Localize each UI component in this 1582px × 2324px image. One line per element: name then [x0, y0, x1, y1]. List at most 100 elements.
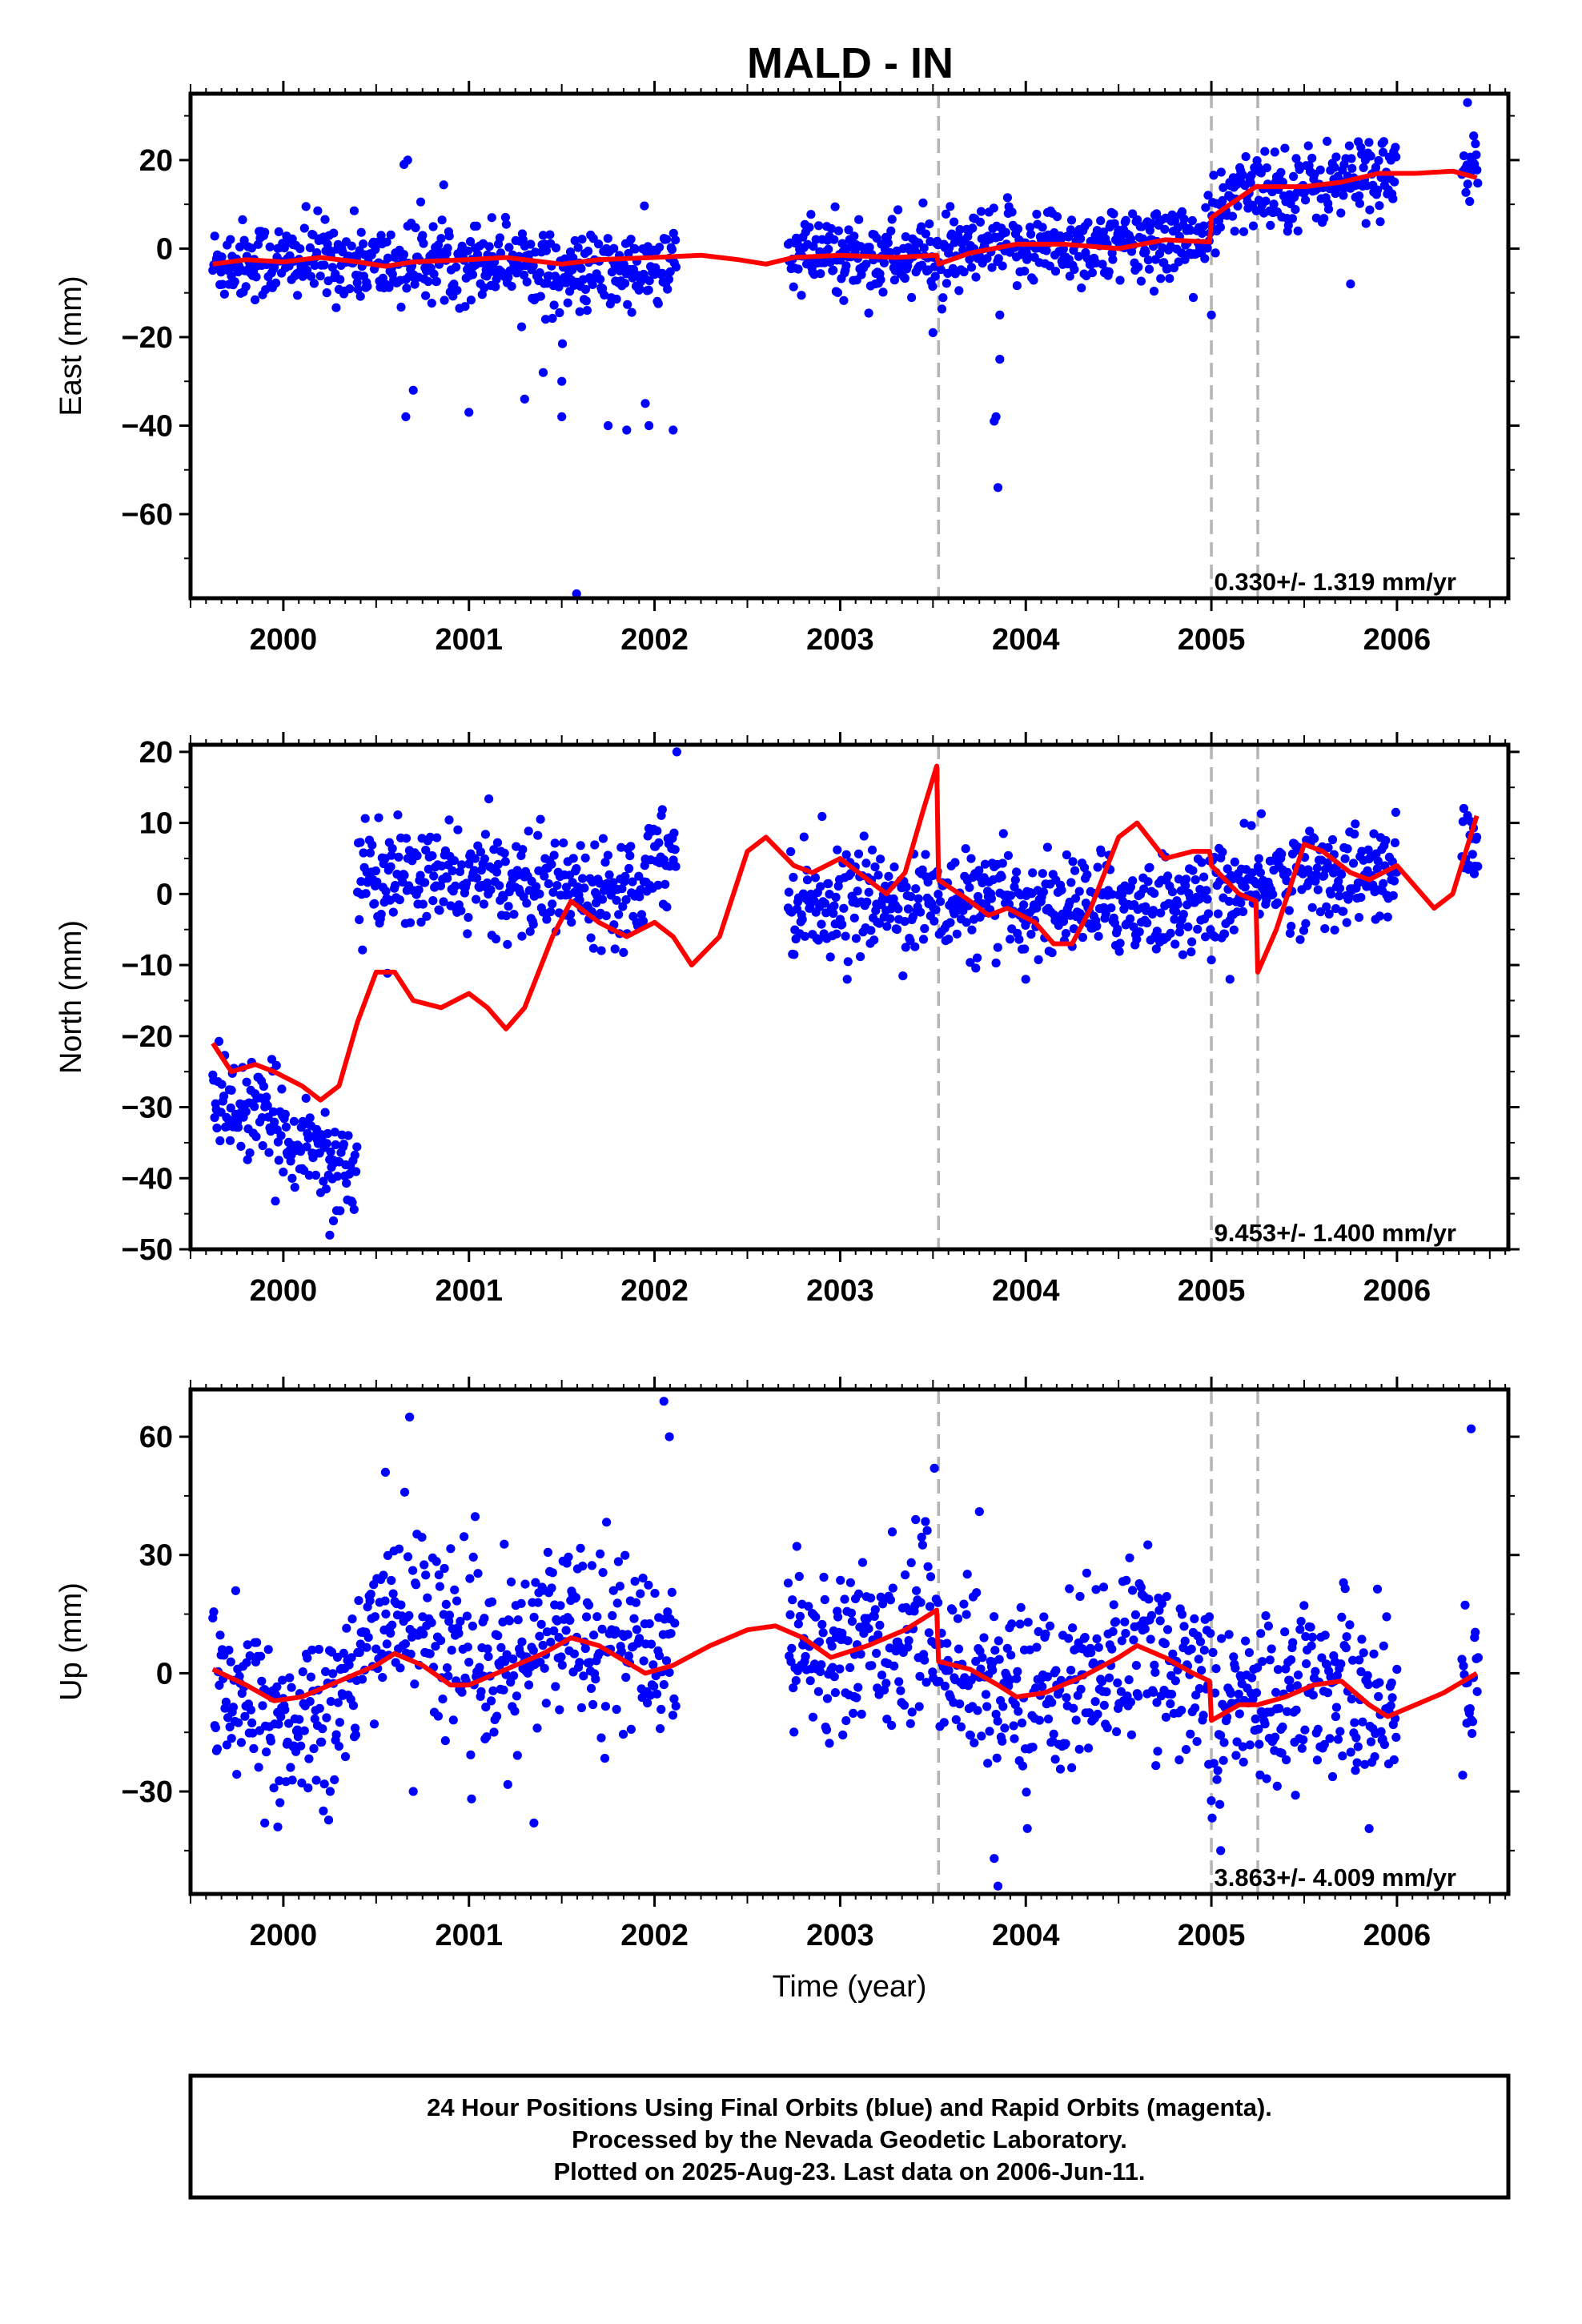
- data-point: [287, 1683, 296, 1692]
- data-point: [1143, 877, 1153, 887]
- data-point: [266, 1736, 275, 1746]
- outlier-point: [273, 1822, 283, 1831]
- data-point: [975, 217, 985, 227]
- data-point: [257, 1676, 267, 1686]
- data-point: [1148, 906, 1158, 915]
- data-point: [1069, 1703, 1078, 1713]
- data-point: [1083, 218, 1093, 227]
- data-point: [571, 1593, 581, 1602]
- data-point: [1078, 932, 1087, 943]
- data-point: [616, 842, 626, 852]
- data-point: [1353, 1742, 1363, 1751]
- data-point: [520, 1579, 530, 1589]
- data-point: [1199, 1646, 1209, 1655]
- data-point: [1171, 907, 1181, 916]
- data-point: [433, 1711, 444, 1721]
- data-point: [1271, 1687, 1281, 1697]
- data-point: [546, 907, 556, 917]
- data-point: [435, 906, 444, 915]
- caption-line-2: Processed by the Nevada Geodetic Laborat…: [572, 2125, 1127, 2153]
- data-point: [1378, 147, 1388, 157]
- data-point: [829, 1672, 839, 1682]
- data-point: [233, 1123, 243, 1132]
- data-point: [598, 1568, 608, 1578]
- data-point: [506, 1577, 516, 1586]
- data-point: [977, 1731, 986, 1741]
- data-point: [1248, 221, 1259, 231]
- data-point: [212, 1124, 222, 1133]
- data-point: [1253, 1663, 1263, 1672]
- data-point: [806, 210, 816, 219]
- data-point: [1002, 1643, 1012, 1653]
- data-point: [540, 315, 551, 324]
- data-point: [437, 215, 447, 225]
- data-point: [1357, 1634, 1367, 1644]
- data-point: [1297, 1743, 1307, 1753]
- data-point: [1359, 163, 1368, 172]
- data-point: [575, 1658, 584, 1667]
- data-point: [938, 293, 948, 303]
- data-point: [843, 957, 853, 967]
- data-point: [434, 1570, 444, 1580]
- data-point: [591, 1675, 600, 1684]
- data-point: [1273, 1665, 1283, 1675]
- data-point: [271, 1060, 281, 1070]
- data-point: [504, 902, 513, 911]
- data-point: [820, 1594, 829, 1605]
- data-point: [356, 877, 366, 887]
- y-tick-label: −20: [122, 1020, 173, 1054]
- data-point: [1339, 907, 1348, 916]
- data-point: [580, 883, 589, 893]
- data-point: [295, 1715, 304, 1724]
- data-point: [1391, 143, 1400, 152]
- data-point: [626, 235, 636, 244]
- data-point: [1067, 1763, 1077, 1772]
- data-point: [845, 1663, 855, 1672]
- outlier-point: [644, 420, 654, 431]
- data-point: [1355, 1655, 1364, 1665]
- data-point: [1034, 1715, 1044, 1725]
- data-point: [849, 231, 859, 241]
- data-point: [432, 1557, 441, 1566]
- data-point: [630, 244, 640, 254]
- data-point: [1115, 275, 1125, 285]
- data-point: [1108, 1626, 1118, 1636]
- data-point: [1379, 879, 1388, 888]
- data-point: [1251, 1688, 1262, 1698]
- data-point: [1293, 226, 1303, 235]
- data-point: [410, 1679, 420, 1689]
- data-point: [870, 1605, 880, 1614]
- data-point: [566, 910, 576, 919]
- data-point: [224, 1646, 234, 1655]
- data-point: [930, 916, 939, 926]
- data-point: [1282, 1755, 1291, 1765]
- data-point: [1187, 937, 1197, 947]
- data-point: [991, 1710, 1001, 1719]
- data-point: [998, 829, 1008, 838]
- data-point: [1276, 167, 1286, 177]
- y-tick-label: 10: [139, 807, 173, 841]
- data-point: [1010, 875, 1020, 885]
- data-point: [1134, 927, 1144, 937]
- data-point: [1188, 292, 1199, 303]
- data-point: [384, 283, 394, 292]
- data-point: [1311, 1667, 1320, 1676]
- data-point: [542, 915, 552, 924]
- data-point: [1190, 1614, 1199, 1623]
- data-point: [1255, 868, 1265, 878]
- data-point: [833, 845, 842, 854]
- outlier-point: [1225, 975, 1235, 984]
- data-point: [1288, 1638, 1298, 1647]
- data-point: [899, 1700, 909, 1710]
- data-point: [671, 262, 681, 271]
- data-point: [1163, 871, 1173, 881]
- data-point: [355, 838, 365, 847]
- data-point: [538, 231, 548, 240]
- data-point: [1347, 163, 1357, 173]
- data-point: [492, 1711, 502, 1721]
- data-point: [1098, 259, 1107, 269]
- data-point: [1074, 1744, 1084, 1754]
- data-point: [973, 953, 982, 963]
- data-point: [1010, 1734, 1019, 1743]
- data-point: [347, 1198, 357, 1208]
